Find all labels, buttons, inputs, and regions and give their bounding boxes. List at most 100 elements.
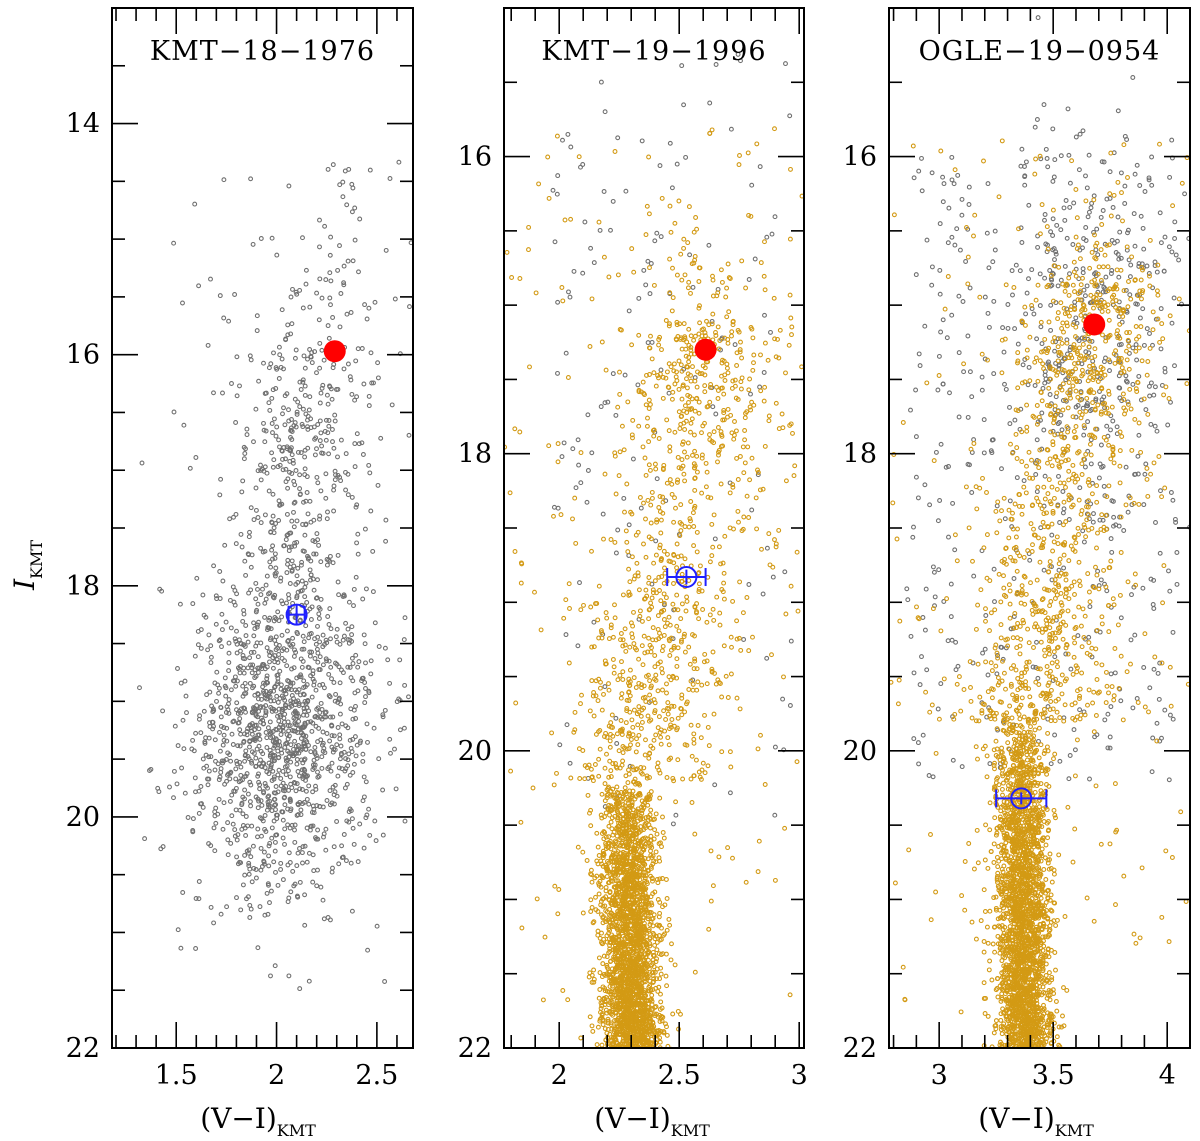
field-star xyxy=(310,720,316,726)
field-star xyxy=(218,723,224,729)
hst-star xyxy=(728,634,734,640)
hst-star xyxy=(644,961,650,967)
field-star xyxy=(311,587,317,593)
field-star xyxy=(208,660,214,666)
field-star xyxy=(284,663,290,669)
field-star xyxy=(238,772,244,778)
field-star xyxy=(396,696,402,702)
hst-star xyxy=(663,375,669,381)
field-star xyxy=(287,564,293,570)
hst-star xyxy=(661,462,667,468)
field-star xyxy=(319,707,325,712)
field-star xyxy=(310,676,316,682)
hst-star xyxy=(630,635,635,640)
hst-star xyxy=(663,318,669,323)
field-star xyxy=(275,699,281,705)
field-star xyxy=(284,757,290,763)
field-star xyxy=(402,615,408,621)
hst-star xyxy=(627,1050,631,1054)
field-star xyxy=(334,742,340,748)
field-star xyxy=(288,435,293,440)
field-star xyxy=(310,823,316,829)
hst-star xyxy=(637,613,643,619)
field-star xyxy=(348,860,354,866)
hst-star xyxy=(788,583,794,589)
field-star xyxy=(253,643,259,649)
field-star xyxy=(264,573,270,579)
field-star xyxy=(383,247,389,253)
hst-star xyxy=(665,700,671,706)
field-star xyxy=(414,289,418,293)
field-star xyxy=(237,383,242,389)
field-star xyxy=(387,736,393,742)
field-star xyxy=(322,642,327,647)
field-star xyxy=(317,244,322,250)
hst-star xyxy=(688,290,693,296)
field-star xyxy=(291,653,297,659)
field-star xyxy=(295,850,301,856)
field-star xyxy=(357,740,363,746)
field-star xyxy=(242,451,248,456)
field-star xyxy=(772,744,778,750)
hst-star xyxy=(616,1054,620,1058)
hst-star xyxy=(671,778,677,784)
hst-star xyxy=(657,795,663,801)
field-star xyxy=(361,774,367,780)
field-star xyxy=(310,879,316,885)
field-star xyxy=(225,820,231,826)
field-star xyxy=(259,802,265,808)
field-star xyxy=(237,859,242,865)
field-star xyxy=(368,508,374,514)
field-star xyxy=(298,812,304,818)
field-star xyxy=(266,488,272,494)
hst-star xyxy=(648,873,654,879)
field-star xyxy=(259,833,264,839)
field-star xyxy=(336,861,342,867)
hst-star xyxy=(643,873,649,879)
field-star xyxy=(312,749,318,755)
field-star xyxy=(354,502,360,508)
field-star xyxy=(137,685,142,691)
hst-star xyxy=(592,762,598,767)
field-star xyxy=(230,584,236,590)
field-star xyxy=(314,370,319,376)
hst-star xyxy=(702,712,707,718)
hst-star xyxy=(643,554,649,560)
field-star xyxy=(226,660,232,665)
field-star xyxy=(180,300,185,306)
field-star xyxy=(249,879,255,885)
x-tick-label: 2 xyxy=(268,1060,285,1091)
field-star xyxy=(300,844,306,850)
field-star xyxy=(288,331,294,337)
hst-star xyxy=(694,384,700,390)
field-star xyxy=(368,350,374,356)
hst-star xyxy=(659,574,665,580)
hst-star xyxy=(593,731,599,737)
field-star xyxy=(205,647,211,653)
field-star xyxy=(304,796,310,802)
hst-star xyxy=(641,500,646,506)
field-star xyxy=(294,595,300,601)
field-star xyxy=(652,238,658,244)
field-star xyxy=(276,344,282,350)
hst-star xyxy=(648,987,654,993)
hst-star xyxy=(644,910,650,915)
field-star xyxy=(738,58,743,64)
hst-star xyxy=(717,610,723,616)
hst-star xyxy=(688,378,694,384)
field-star xyxy=(357,216,363,222)
hst-star xyxy=(658,530,664,536)
field-star xyxy=(219,644,224,650)
field-star xyxy=(278,776,284,781)
field-star xyxy=(194,575,200,581)
field-star xyxy=(226,668,232,674)
field-star xyxy=(281,405,286,411)
plot-area xyxy=(137,159,418,992)
field-star xyxy=(303,733,309,739)
hst-star xyxy=(794,759,800,765)
field-star xyxy=(242,680,248,686)
field-star xyxy=(304,859,310,865)
hst-star xyxy=(602,985,608,991)
field-star xyxy=(274,693,280,699)
field-star xyxy=(350,258,356,264)
